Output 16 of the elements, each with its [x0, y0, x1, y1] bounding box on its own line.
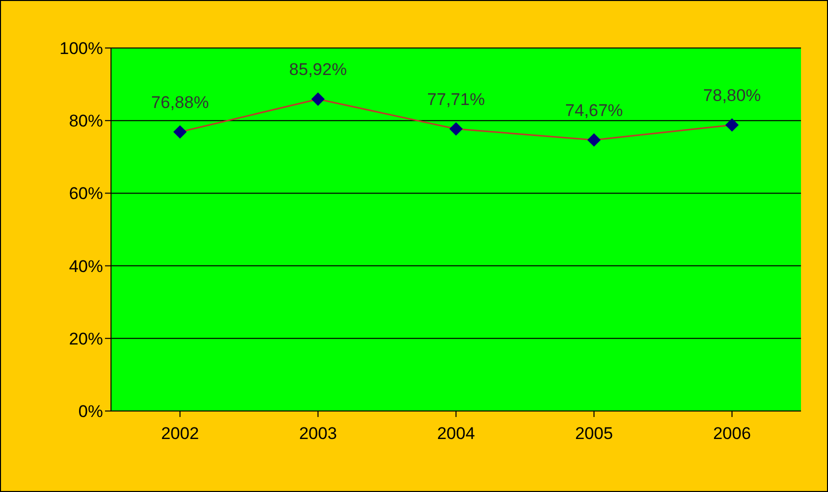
- y-tick-label: 20%: [68, 329, 103, 348]
- data-label: 74,67%: [565, 100, 623, 120]
- y-tick-label: 40%: [68, 256, 103, 276]
- x-tick-label: 2002: [161, 424, 199, 444]
- x-tick-label: 2006: [713, 424, 751, 444]
- data-label: 77,71%: [427, 90, 485, 109]
- data-label: 85,92%: [289, 60, 347, 80]
- y-tick-label: 100%: [60, 39, 103, 58]
- data-label: 76,88%: [151, 92, 209, 112]
- y-tick-label: 80%: [68, 112, 103, 131]
- x-tick-label: 2004: [437, 424, 475, 444]
- y-tick-label: 0%: [78, 402, 103, 422]
- x-tick-label: 2005: [575, 424, 613, 444]
- y-tick-label: 60%: [68, 184, 103, 204]
- data-label: 78,80%: [703, 86, 761, 105]
- x-tick-label: 2003: [299, 424, 337, 444]
